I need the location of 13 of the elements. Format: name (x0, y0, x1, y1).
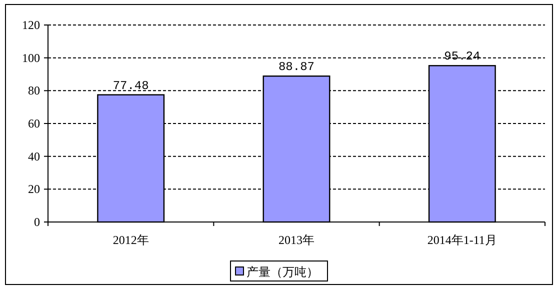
y-tick-label: 20 (28, 182, 40, 196)
y-tick-label: 80 (28, 84, 40, 98)
y-tick-label: 60 (28, 116, 40, 130)
legend-label: 产量（万吨） (246, 265, 318, 279)
y-tick-label: 120 (22, 18, 40, 32)
data-label: 77.48 (112, 78, 149, 93)
y-tick-label: 40 (28, 149, 40, 164)
x-tick-label: 2014年1-11月 (427, 233, 497, 247)
x-tick-label: 2012年 (112, 233, 149, 247)
y-tick-label: 0 (34, 215, 40, 229)
x-tick-label: 2013年 (278, 233, 314, 247)
y-tick-label: 100 (22, 50, 40, 65)
data-label: 88.87 (278, 60, 315, 74)
